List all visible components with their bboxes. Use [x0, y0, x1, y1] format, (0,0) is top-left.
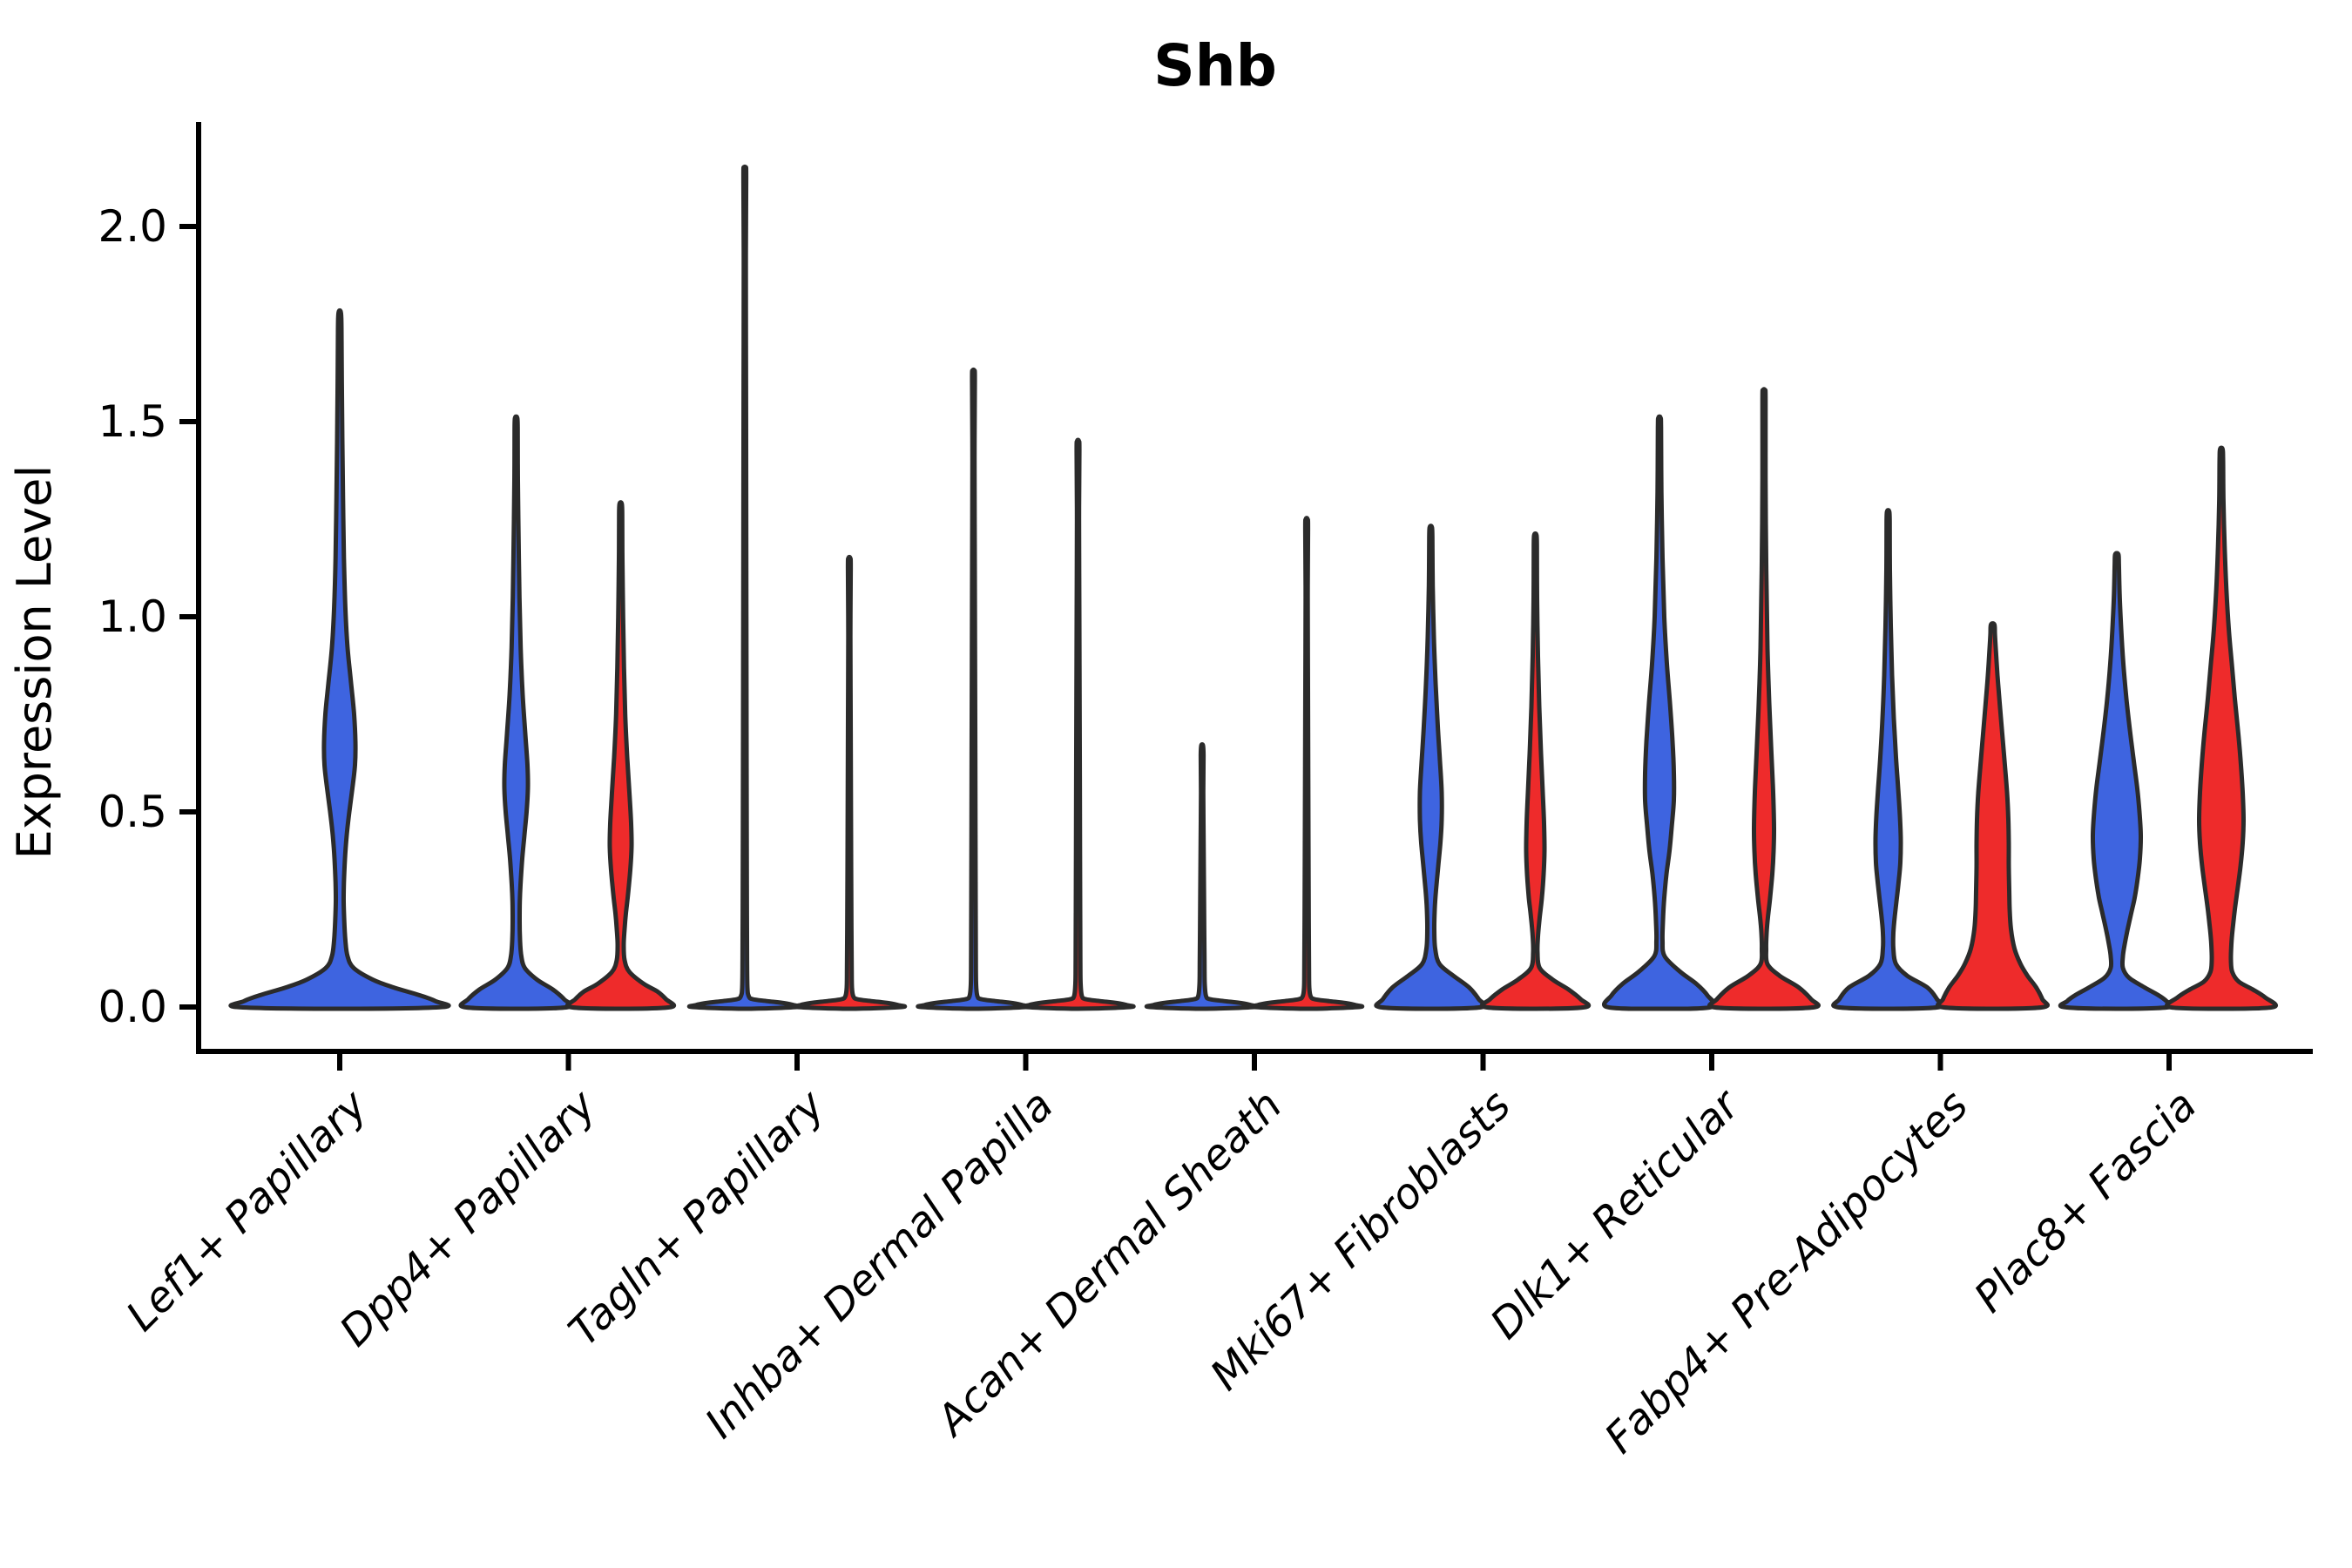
- x-tick-label-tagln-papillary: Tagln+ Papillary: [559, 1080, 835, 1355]
- y-axis-label: Expression Level: [7, 465, 62, 860]
- violin-tagln-papillary-red: [791, 554, 908, 1011]
- violin-plac8-fascia-blue: [2058, 551, 2176, 1011]
- violin-dpp4-papillary-red: [564, 500, 677, 1011]
- violin-mki67-fibroblasts-red: [1479, 531, 1592, 1011]
- x-tick-label-lef1-papillary: Lef1+ Papillary: [117, 1080, 377, 1341]
- y-tick-label: 0.0: [98, 982, 167, 1032]
- y-tick-label: 0.5: [98, 787, 167, 837]
- violin-inhba-dermal-papilla-blue: [916, 367, 1031, 1011]
- violin-fabp4-pre-adipocytes-blue: [1831, 508, 1945, 1011]
- violin-dpp4-papillary-blue: [458, 414, 574, 1011]
- violin-dlk1-reticular-blue: [1601, 414, 1718, 1011]
- x-tick-label-plac8-fascia: Plac8+ Fascia: [1965, 1081, 2207, 1322]
- violin-mki67-fibroblasts-blue: [1374, 524, 1488, 1011]
- plot-title: Shb: [1153, 32, 1277, 99]
- violin-group: [228, 164, 2279, 1011]
- y-tick-label: 1.0: [98, 591, 167, 642]
- violin-dlk1-reticular-red: [1707, 387, 1821, 1011]
- x-tick-label-dpp4-papillary: Dpp4+ Papillary: [330, 1080, 605, 1355]
- violin-tagln-papillary-blue: [686, 164, 803, 1011]
- x-tick-label-dlk1-reticular: Dlk1+ Reticular: [1481, 1079, 1751, 1349]
- violin-plac8-fascia-red: [2164, 445, 2279, 1011]
- violin-fabp4-pre-adipocytes-red: [1936, 621, 2050, 1011]
- y-axis-ticks: 0.0 0.5 1.0 1.5 2.0: [98, 201, 199, 1032]
- x-axis-ticks: [337, 1051, 2172, 1071]
- violin-lef1-papillary-blue: [228, 308, 451, 1011]
- y-tick-label: 1.5: [98, 396, 167, 447]
- violin-acan-dermal-sheath-blue: [1144, 742, 1260, 1011]
- violin-inhba-dermal-papilla-red: [1020, 437, 1136, 1011]
- violin-acan-dermal-sheath-red: [1248, 516, 1365, 1011]
- x-tick-label-fabp4-pre-adipocytes: Fabp4+ Pre-Adipocytes: [1595, 1081, 1977, 1463]
- y-tick-label: 2.0: [98, 201, 167, 252]
